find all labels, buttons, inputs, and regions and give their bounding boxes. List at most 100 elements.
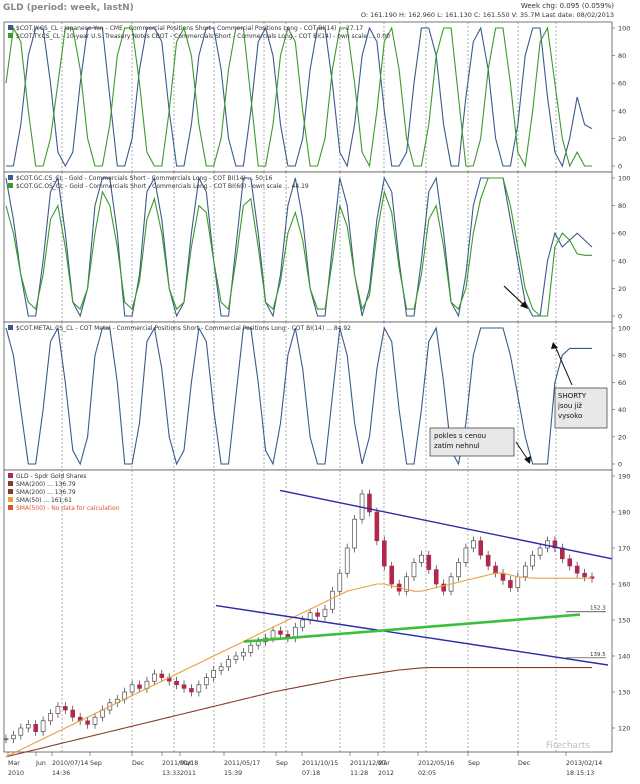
candle-body [433, 569, 439, 585]
candle-body [485, 554, 491, 567]
legend-swatch [8, 175, 13, 180]
xtick-label: 2011/05/17 [224, 760, 260, 767]
candle-body [419, 554, 424, 563]
candle-body [196, 684, 202, 693]
ytick-label: 80 [618, 352, 626, 360]
series-line-cotmetalcscl [5, 326, 592, 466]
xtick-label: 2012/05/16 [418, 760, 454, 767]
candle-body [3, 738, 9, 741]
candle-body [411, 562, 417, 578]
legend-entry: $COT.JY.CS_CL - Japanese Yen - CME - Com… [16, 25, 363, 32]
candle-body [233, 655, 239, 660]
candle-body [463, 547, 469, 563]
legend-swatch [8, 25, 13, 30]
candle-body [181, 684, 187, 689]
legend-entry: $COT.GC.CS_CL - Gold - Commercials Short… [16, 175, 273, 182]
ytick-label: 20 [618, 135, 626, 143]
candle-body [92, 716, 98, 725]
ytick-label: 100 [618, 175, 630, 183]
ytick-label: 170 [618, 545, 630, 553]
annotation-box [554, 387, 608, 429]
ytick-label: 100 [618, 325, 630, 333]
legend-swatch [8, 489, 13, 494]
candle-body [441, 583, 446, 592]
xtick-sublabel: 18:15:13 [566, 770, 594, 777]
panel-3-frame [3, 321, 613, 471]
candle-body [70, 709, 76, 718]
ytick-label: 40 [618, 107, 626, 115]
xtick-sublabel: 2010 [8, 770, 24, 777]
legend-entry: SMA(200) ... 136.79 [16, 481, 76, 488]
xtick-sublabel: 15:39 [224, 770, 242, 777]
candle-body [40, 720, 46, 732]
candle-body [255, 641, 261, 646]
xtick-label: Jun [35, 760, 46, 767]
panel2-arrow [503, 285, 525, 306]
legend-swatch [8, 481, 13, 486]
legend-swatch [8, 183, 13, 188]
week-change: Week chg: 0.095 (0.059%) [520, 2, 614, 10]
level-label: 139.5 [590, 652, 606, 658]
xtick-sublabel: 11:28 [350, 770, 368, 777]
annotation-pokles: pokles s cenou zatím nehnul [429, 427, 531, 464]
watermark-text: Firecharts [546, 741, 590, 751]
candle-body [137, 684, 142, 689]
annotation-shorty: SHORTY jsou již vysoko [551, 342, 608, 429]
candle-body [25, 724, 31, 729]
candle-body [129, 684, 135, 693]
candle-body [300, 619, 306, 628]
candle-body [330, 590, 335, 610]
annotation-text: SHORTY [558, 392, 587, 400]
candle-body [560, 547, 565, 560]
legend-swatch [8, 325, 13, 330]
candle-body [382, 540, 387, 567]
candle-body [315, 612, 320, 617]
candle-body [352, 518, 357, 549]
xtick-sublabel: 07:18 [302, 770, 320, 777]
series-line-cotgcoscl [5, 177, 592, 317]
candle-body [426, 554, 432, 570]
candle-body [63, 706, 68, 711]
candle-body [248, 644, 254, 653]
candle-body [545, 540, 550, 549]
series-line-cottycscl [5, 26, 592, 168]
candle-body [508, 580, 513, 588]
candle-body [567, 558, 573, 567]
candle-body [374, 511, 380, 542]
legend-swatch [8, 473, 13, 478]
legend-swatch [8, 497, 13, 502]
panel-4-frame [3, 469, 613, 753]
xtick-sublabel: 02:05 [418, 770, 436, 777]
candle-body [337, 572, 343, 592]
ytick-label: 20 [618, 285, 626, 293]
xtick-label: 2011/01/18 [162, 760, 198, 767]
candle-body [537, 547, 543, 556]
ytick-label: 60 [618, 80, 626, 88]
ytick-label: 0 [618, 313, 622, 321]
legend-entry: $COT.TY.CS_CL - 10-year U.S. Treasury No… [16, 33, 390, 40]
xtick-label: Mar [180, 760, 192, 767]
candle-body [270, 630, 276, 639]
ytick-label: 40 [618, 406, 626, 414]
ytick-label: 60 [618, 379, 626, 387]
ytick-label: 190 [618, 473, 630, 481]
ytick-label: 40 [618, 257, 626, 265]
candle-body [11, 734, 16, 740]
xtick-label: 2011/12/27 [350, 760, 386, 767]
candle-body [389, 565, 395, 585]
candle-body [211, 670, 216, 678]
candle-body [471, 540, 476, 549]
candle-body [152, 673, 157, 682]
annotation-text: vysoko [558, 412, 582, 420]
candle-body [174, 680, 179, 686]
candle-body [515, 576, 521, 588]
arrow-head [551, 342, 558, 349]
legend-entry: GLD - Spdr Gold Shares [16, 473, 87, 480]
candle-body [404, 576, 409, 592]
xtick-label: Sep [90, 760, 102, 767]
candle-body [582, 572, 587, 578]
candle-body [218, 666, 224, 671]
ytick-label: 60 [618, 230, 626, 238]
ytick-label: 120 [618, 725, 630, 733]
